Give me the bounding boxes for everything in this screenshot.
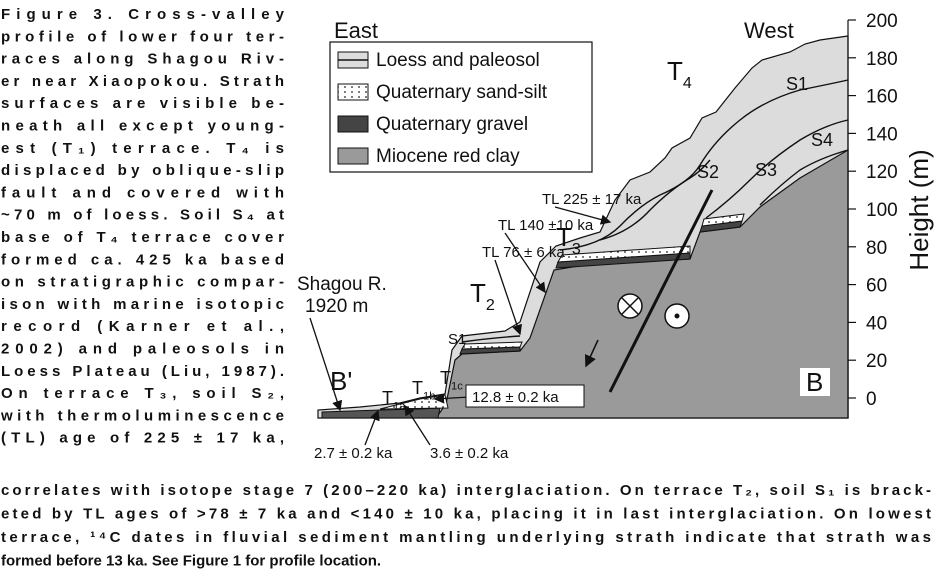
caption-line: displaced by oblique-slip bbox=[1, 162, 284, 179]
soil-label: S1 bbox=[786, 74, 808, 94]
date-label: 2.7 ± 0.2 ka bbox=[314, 445, 393, 462]
caption-line: neath all except young- bbox=[1, 117, 284, 134]
tick-label: 40 bbox=[866, 313, 887, 334]
terrace-label: T4 bbox=[667, 56, 692, 92]
tick-label: 0 bbox=[866, 389, 877, 410]
caption-line: profile of lower four ter- bbox=[1, 28, 284, 45]
caption-line: ~70 m of loess. Soil S₄ at bbox=[1, 207, 284, 224]
caption-line: Figure 3. Cross-valley bbox=[1, 6, 285, 23]
caption-line: est (T₁) terrace. T₄ is bbox=[1, 140, 284, 157]
tick-label: 160 bbox=[866, 87, 898, 108]
terrace-letter: T bbox=[440, 368, 451, 388]
soil-label: S1 bbox=[448, 331, 466, 348]
tl-age: TL 140 ±10 ka bbox=[498, 217, 594, 234]
river-name: Shagou R. bbox=[297, 274, 387, 295]
tick-label: 180 bbox=[866, 49, 898, 70]
soil-label: S3 bbox=[755, 160, 777, 180]
terrace-subscript: 1b bbox=[423, 390, 435, 402]
terrace-label: T2 bbox=[470, 278, 495, 314]
terrace-letter: T bbox=[470, 278, 486, 308]
caption-line: er near Xiaopokou. Strath bbox=[1, 73, 284, 90]
river-elevation: 1920 m bbox=[305, 296, 368, 317]
tl-age: TL 76 ± 6 ka bbox=[482, 244, 565, 261]
soil-label: S2 bbox=[697, 162, 719, 182]
motion-out bbox=[665, 304, 689, 328]
caption-line: races along Shagou Riv- bbox=[1, 51, 284, 68]
caption-line: fault and covered with bbox=[1, 184, 284, 201]
legend-label: Loess and paleosol bbox=[376, 50, 540, 71]
terrace-subscript: 3 bbox=[572, 240, 581, 258]
terrace-subscript: 1a bbox=[393, 400, 406, 412]
caption-line: eted by TL ages of >78 ± 7 ka and <140 ±… bbox=[1, 505, 931, 522]
caption-line: formed before 13 ka. See Figure 1 for pr… bbox=[1, 552, 381, 569]
caption-line: on stratigraphic compar- bbox=[1, 274, 284, 291]
caption-line: with thermoluminescence bbox=[0, 407, 284, 424]
terrace-subscript: 1c bbox=[451, 380, 463, 392]
caption-line: base of T₄ terrace cover bbox=[1, 229, 284, 246]
terrace-letter: T bbox=[412, 378, 423, 398]
tick-label: 100 bbox=[866, 200, 898, 221]
terrace-letter: T bbox=[382, 388, 393, 408]
caption-line: (TL) age of 225 ± 17 ka, bbox=[1, 430, 284, 447]
motion-into bbox=[618, 294, 642, 318]
tick-label: 80 bbox=[866, 238, 887, 259]
tick-label: 20 bbox=[866, 351, 887, 372]
label-west: West bbox=[744, 18, 794, 43]
date-label: 12.8 ± 0.2 ka bbox=[472, 389, 559, 406]
terrace-subscript: 2 bbox=[486, 296, 495, 314]
label-east: East bbox=[334, 18, 378, 43]
caption-line: ison with marine isotopic bbox=[1, 296, 284, 313]
date-label: 3.6 ± 0.2 ka bbox=[430, 445, 509, 462]
caption-line: terrace, ¹⁴C dates in fluvial sediment m… bbox=[1, 529, 931, 546]
caption-line: formed ca. 425 ka based bbox=[1, 251, 284, 268]
caption-line: 2002) and paleosols in bbox=[1, 340, 284, 357]
caption-line: record (Karner et al., bbox=[1, 318, 284, 335]
caption-line: Loess Plateau (Liu, 1987). bbox=[1, 363, 284, 380]
section-end: B' bbox=[330, 366, 352, 396]
tick-label: 120 bbox=[866, 162, 898, 183]
legend-label: Quaternary gravel bbox=[376, 114, 528, 135]
legend-label: Quaternary sand-silt bbox=[376, 82, 548, 103]
terrace-subscript: 4 bbox=[683, 74, 692, 92]
legend-label: Miocene red clay bbox=[376, 146, 520, 167]
page: Figure 3. Cross-valley profile of lower f… bbox=[0, 0, 938, 581]
soil-label: S4 bbox=[811, 130, 833, 150]
tick-label: 200 bbox=[866, 11, 898, 32]
tick-label: 140 bbox=[866, 124, 898, 145]
caption-line: On terrace T₃, soil S₂, bbox=[1, 385, 284, 402]
caption-line: correlates with isotope stage 7 (200–220… bbox=[1, 482, 931, 499]
caption-line: surfaces are visible be- bbox=[1, 95, 284, 112]
section-end: B bbox=[806, 367, 823, 397]
tl-age: TL 225 ± 17 ka bbox=[542, 191, 642, 208]
tick-label: 60 bbox=[866, 276, 887, 297]
terrace-letter: T bbox=[667, 56, 683, 86]
axis-label: Height (m) bbox=[904, 149, 934, 270]
